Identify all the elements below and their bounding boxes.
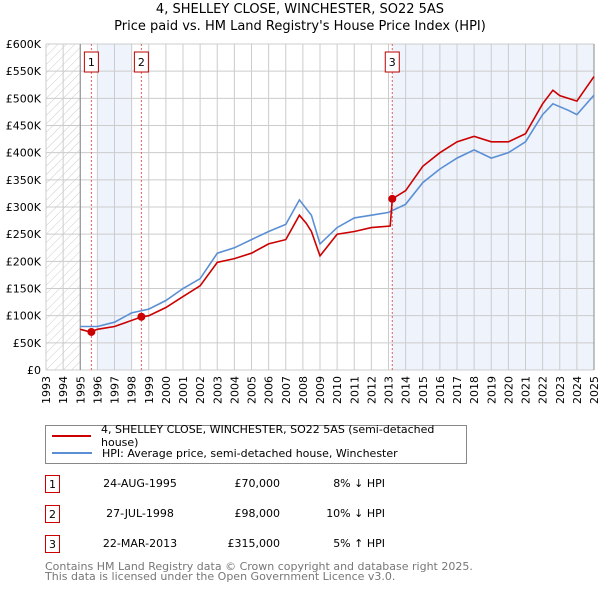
sale-date: 27-JUL-1998 bbox=[106, 507, 174, 520]
footer: Contains HM Land Registry data © Crown c… bbox=[45, 560, 473, 583]
x-tick-label: 2001 bbox=[177, 376, 190, 404]
x-tick-label: 1993 bbox=[40, 376, 53, 404]
legend: 4, SHELLEY CLOSE, WINCHESTER, SO22 5AS (… bbox=[45, 423, 467, 464]
sale-badge: 1 bbox=[45, 475, 60, 493]
x-tick-label: 2008 bbox=[297, 376, 310, 404]
y-tick-label: £400K bbox=[6, 147, 42, 160]
x-tick-label: 2019 bbox=[485, 376, 498, 404]
y-tick-label: £200K bbox=[6, 255, 42, 268]
chart-subtitle: Price paid vs. HM Land Registry's House … bbox=[114, 19, 486, 34]
table-row: 2 27-JUL-1998 £98,000 10% ↓ HPI bbox=[45, 505, 445, 523]
x-tick-label: 2017 bbox=[451, 376, 464, 404]
x-tick-label: 2023 bbox=[554, 376, 567, 404]
x-tick-label: 2025 bbox=[588, 376, 600, 404]
x-tick-label: 2015 bbox=[417, 376, 430, 404]
table-row: 3 22-MAR-2013 £315,000 5% ↑ HPI bbox=[45, 535, 445, 553]
sale-hpi-diff: 5% ↑ HPI bbox=[333, 537, 385, 550]
x-tick-label: 2010 bbox=[331, 376, 344, 404]
y-tick-label: £150K bbox=[6, 283, 42, 296]
x-tick-label: 2018 bbox=[468, 376, 481, 404]
series-line bbox=[80, 76, 595, 333]
x-tick-label: 1998 bbox=[126, 376, 139, 404]
sale-marker-box bbox=[384, 51, 400, 73]
sale-point bbox=[137, 312, 146, 321]
x-tick-label: 2022 bbox=[537, 376, 550, 404]
series-line bbox=[80, 94, 595, 328]
sale-point bbox=[388, 194, 397, 203]
price-chart: 1993 1994 1995 1996 1997 1998 1999 2000 2001 2002… bbox=[6, 38, 600, 404]
x-tick-label: 2020 bbox=[502, 376, 515, 404]
x-tick-label: 2002 bbox=[194, 376, 207, 404]
sale-badge: 2 bbox=[45, 505, 60, 523]
sale-price: £70,000 bbox=[234, 477, 281, 490]
sale-hpi-diff: 8% ↓ HPI bbox=[333, 477, 385, 490]
sale-point bbox=[87, 327, 96, 336]
x-tick-label: 1996 bbox=[91, 376, 104, 404]
sale-marker-box bbox=[133, 51, 149, 73]
legend-label: 4, SHELLEY CLOSE, WINCHESTER, SO22 5AS (… bbox=[101, 423, 435, 449]
legend-label: HPI: Average price, semi-detached house,… bbox=[102, 446, 398, 460]
sale-marker-label: 1 bbox=[88, 56, 95, 69]
chart-title: 4, SHELLEY CLOSE, WINCHESTER, SO22 5AS bbox=[155, 2, 445, 17]
x-tick-label: 2009 bbox=[314, 376, 327, 404]
x-tick-label: 2014 bbox=[400, 376, 413, 404]
sale-badge: 3 bbox=[45, 535, 60, 553]
x-tick-label: 2006 bbox=[263, 376, 276, 404]
y-tick-label: £250K bbox=[6, 228, 42, 241]
y-tick-label: £50K bbox=[13, 337, 42, 350]
x-tick-label: 1997 bbox=[109, 376, 122, 404]
sale-hpi-diff: 10% ↓ HPI bbox=[326, 507, 385, 520]
y-tick-label: £350K bbox=[6, 174, 42, 187]
sale-marker-label: 2 bbox=[138, 56, 145, 69]
sale-marker-label: 3 bbox=[389, 56, 396, 69]
x-tick-label: 1995 bbox=[74, 376, 87, 404]
y-tick-label: £600K bbox=[6, 38, 42, 51]
sale-price: £98,000 bbox=[234, 507, 281, 520]
sale-marker-box bbox=[83, 51, 99, 73]
legend-item-property: 4, SHELLEY CLOSE, WINCHESTER, SO22 5AS (… bbox=[46, 423, 466, 449]
y-tick-label: £450K bbox=[6, 120, 42, 133]
x-tick-label: 2021 bbox=[520, 376, 533, 404]
x-tick-label: 2003 bbox=[211, 376, 224, 404]
x-tick-label: 1999 bbox=[143, 376, 156, 404]
table-row: 1 24-AUG-1995 £70,000 8% ↓ HPI bbox=[45, 475, 445, 493]
y-tick-label: £100K bbox=[6, 310, 42, 323]
x-tick-label: 2016 bbox=[434, 376, 447, 404]
x-tick-label: 1994 bbox=[57, 376, 70, 404]
sale-date: 22-MAR-2013 bbox=[102, 537, 178, 550]
x-tick-label: 2007 bbox=[280, 376, 293, 404]
y-tick-label: £300K bbox=[6, 201, 42, 214]
legend-swatch bbox=[52, 435, 91, 437]
x-tick-label: 2011 bbox=[348, 376, 361, 404]
x-tick-label: 2005 bbox=[246, 376, 259, 404]
sale-date: 24-AUG-1995 bbox=[103, 477, 177, 490]
x-tick-label: 2012 bbox=[365, 376, 378, 404]
footer-licence: This data is licensed under the Open Gov… bbox=[45, 570, 396, 583]
x-tick-label: 2024 bbox=[571, 376, 584, 404]
y-tick-label: £550K bbox=[6, 65, 42, 78]
legend-item-hpi: HPI: Average price, semi-detached house,… bbox=[46, 445, 398, 461]
x-tick-label: 2004 bbox=[228, 376, 241, 404]
sale-price: £315,000 bbox=[227, 537, 281, 550]
y-tick-label: £500K bbox=[6, 92, 42, 105]
legend-swatch bbox=[52, 452, 92, 454]
footer-copyright: Contains HM Land Registry data © Crown c… bbox=[45, 560, 473, 573]
x-tick-label: 2013 bbox=[383, 376, 396, 404]
y-tick-label: £0 bbox=[27, 364, 41, 377]
x-tick-label: 2000 bbox=[160, 376, 173, 404]
